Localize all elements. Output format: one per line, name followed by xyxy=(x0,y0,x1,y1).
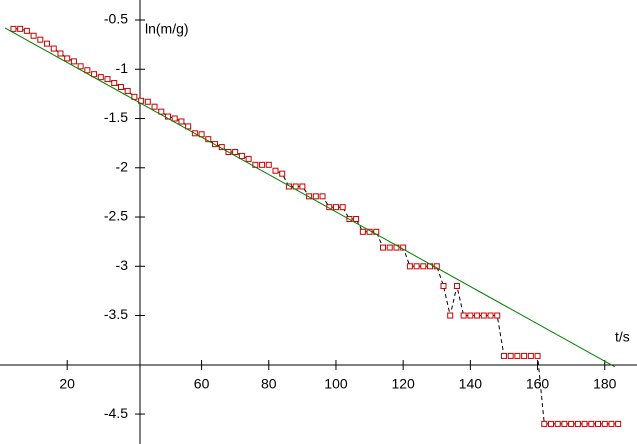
data-point xyxy=(279,170,286,177)
data-point xyxy=(151,103,158,110)
data-point xyxy=(117,83,124,90)
data-point xyxy=(104,76,111,83)
x-tick-label: 80 xyxy=(261,376,277,392)
data-point xyxy=(272,167,279,174)
data-point xyxy=(447,312,454,319)
fit-line xyxy=(4,27,616,368)
data-point xyxy=(70,58,77,65)
y-tick-label: -0.5 xyxy=(104,11,128,27)
data-point xyxy=(534,352,541,359)
data-point xyxy=(453,282,460,289)
data-point xyxy=(185,123,192,130)
data-point xyxy=(406,263,413,270)
data-point xyxy=(487,312,494,319)
data-point xyxy=(561,420,568,427)
x-tick-label: 140 xyxy=(459,376,483,392)
data-point xyxy=(285,183,292,190)
data-point xyxy=(64,55,71,62)
data-point xyxy=(601,420,608,427)
data-point xyxy=(353,215,360,222)
data-point xyxy=(57,50,64,57)
data-point xyxy=(44,40,51,47)
data-point xyxy=(50,45,57,52)
data-point xyxy=(494,312,501,319)
x-tick-label: 60 xyxy=(194,376,210,392)
data-point xyxy=(420,263,427,270)
data-point xyxy=(319,193,326,200)
data-point xyxy=(332,204,339,211)
data-point xyxy=(588,420,595,427)
data-point xyxy=(581,420,588,427)
data-point xyxy=(386,244,393,251)
data-point xyxy=(359,228,366,235)
data-point xyxy=(144,98,151,105)
data-point xyxy=(171,115,178,122)
data-point xyxy=(380,244,387,251)
data-point xyxy=(97,74,104,81)
data-point xyxy=(111,80,118,87)
x-tick-label: 180 xyxy=(593,376,617,392)
data-point xyxy=(91,71,98,78)
data-point xyxy=(608,420,615,427)
data-point xyxy=(245,155,252,162)
data-point xyxy=(23,27,30,34)
data-point xyxy=(527,352,534,359)
data-point xyxy=(259,161,266,168)
data-point xyxy=(312,193,319,200)
data-point xyxy=(521,352,528,359)
data-point xyxy=(413,263,420,270)
data-point xyxy=(574,420,581,427)
data-point xyxy=(467,312,474,319)
y-tick-label: -2.5 xyxy=(104,208,128,224)
x-tick-label: 160 xyxy=(526,376,550,392)
data-point xyxy=(299,183,306,190)
data-point xyxy=(507,352,514,359)
data-point xyxy=(568,420,575,427)
y-tick-label: -3.5 xyxy=(104,306,128,322)
data-point xyxy=(178,118,185,125)
data-point xyxy=(554,420,561,427)
data-point xyxy=(238,152,245,159)
x-tick-label: 120 xyxy=(391,376,415,392)
data-point xyxy=(17,25,24,32)
data-point xyxy=(339,204,346,211)
y-tick-label: -1 xyxy=(116,60,129,76)
data-point xyxy=(10,25,17,32)
data-point xyxy=(480,312,487,319)
x-axis-label: t/s xyxy=(615,329,630,345)
data-point xyxy=(440,282,447,289)
data-point xyxy=(37,36,44,43)
data-point xyxy=(158,108,165,115)
data-point xyxy=(232,149,239,156)
data-point xyxy=(514,352,521,359)
data-point xyxy=(77,63,84,70)
data-point xyxy=(30,32,37,39)
x-tick-label: 100 xyxy=(324,376,348,392)
data-point xyxy=(474,312,481,319)
data-point xyxy=(595,420,602,427)
data-point xyxy=(460,312,467,319)
data-point xyxy=(124,87,131,94)
data-point xyxy=(541,420,548,427)
data-point xyxy=(547,420,554,427)
x-tick-label: 20 xyxy=(59,376,75,392)
y-tick-label: -3 xyxy=(116,257,129,273)
y-tick-label: -4.5 xyxy=(104,405,128,421)
y-tick-label: -1.5 xyxy=(104,109,128,125)
data-point xyxy=(500,352,507,359)
y-axis-label: ln(m/g) xyxy=(145,21,189,37)
data-point xyxy=(265,161,272,168)
y-tick-label: -2 xyxy=(116,158,129,174)
data-point xyxy=(615,420,622,427)
data-point xyxy=(84,67,91,74)
